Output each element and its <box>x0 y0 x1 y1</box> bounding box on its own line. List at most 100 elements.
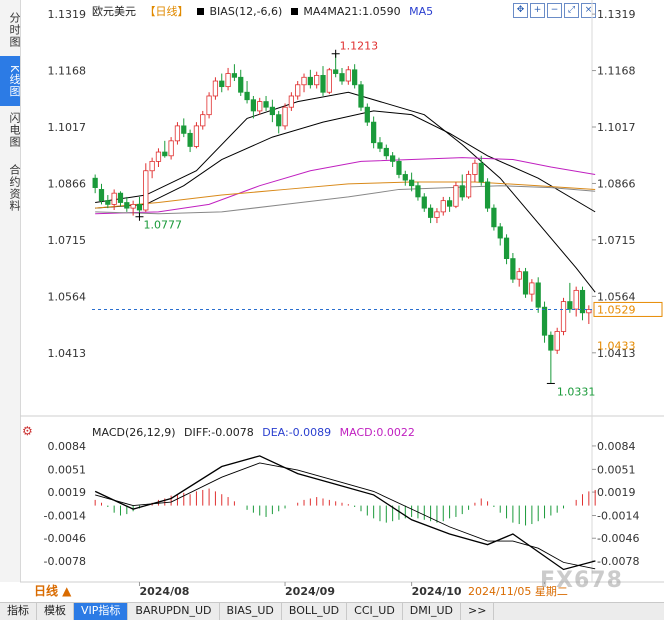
candle-body <box>440 200 446 213</box>
candle-body <box>187 132 193 147</box>
low-annotation-left: 1.0777 <box>143 219 182 232</box>
macd-dea: DEA:-0.0089 <box>262 426 332 439</box>
candle-body <box>155 151 162 162</box>
candle-body <box>105 200 111 205</box>
candle-body <box>295 84 301 97</box>
candle-body <box>402 174 408 181</box>
candle-body <box>117 192 124 203</box>
xtick-label: 2024/10 <box>412 585 462 598</box>
price-chart[interactable]: 1.1319 1.1319 1.1168 1.1168 1.1017 1.1017 1.08… <box>0 0 664 602</box>
candle-body <box>377 142 383 149</box>
candle-body <box>434 211 440 218</box>
ma-line-1 <box>95 110 596 213</box>
xtick-label: 2024/08 <box>139 585 189 598</box>
candle-body <box>333 69 339 74</box>
candle-body <box>491 207 497 228</box>
candle-body <box>383 147 389 157</box>
tab-bias[interactable]: BIAS_UD <box>220 603 282 620</box>
candle-body <box>459 185 465 198</box>
candle-body <box>390 155 396 162</box>
secondary-price-label: 1.0433 <box>597 339 636 352</box>
candle-body <box>326 69 332 93</box>
price-ytick-left: 1.1319 <box>48 8 87 21</box>
candle-body <box>219 80 225 88</box>
candle-body <box>409 179 415 187</box>
date-label-bg <box>466 584 564 598</box>
tab-timeshare[interactable]: 分时图 <box>8 12 21 48</box>
move-icon[interactable]: ✥ <box>513 3 528 18</box>
price-ytick-right: 1.0564 <box>597 290 636 303</box>
candle-body <box>193 125 200 147</box>
tab-contract-info[interactable]: 合约资料 <box>8 164 21 212</box>
candle-body <box>421 196 427 209</box>
macd-value: MACD:0.0022 <box>339 426 415 439</box>
tab-cci[interactable]: CCI_UD <box>347 603 403 620</box>
price-ytick-right: 1.1319 <box>597 8 636 21</box>
candle-body <box>529 282 535 295</box>
tab-more[interactable]: >> <box>461 603 495 620</box>
candle-body <box>162 151 168 157</box>
candle-body <box>535 282 541 308</box>
macd-diff-line <box>94 455 596 571</box>
period-label[interactable]: 【日线】 <box>144 5 189 18</box>
tab-indicators[interactable]: 指标 <box>0 603 37 620</box>
candle-body <box>263 101 269 108</box>
tab-vip-indicators[interactable]: VIP指标 <box>74 603 129 620</box>
macd-ytick-left: 0.0084 <box>48 440 87 453</box>
candle-body <box>503 237 510 259</box>
candle-body <box>288 95 294 108</box>
candle-body <box>339 73 345 82</box>
tab-kline[interactable]: K线图 <box>0 56 21 106</box>
tab-lightning[interactable]: 闪电图 <box>8 112 21 148</box>
watermark: FX678 <box>540 568 623 593</box>
candle-body <box>231 73 238 78</box>
date-label: 2024/11/05 星期二 <box>468 585 568 598</box>
candle-body <box>364 106 370 123</box>
candle-body <box>111 192 117 205</box>
current-price-box <box>593 301 663 317</box>
low-annotation-right: 1.0331 <box>557 385 596 398</box>
candle-body <box>567 301 573 310</box>
candle-body <box>130 203 136 209</box>
candle-body <box>92 177 98 188</box>
fullscreen-icon[interactable]: ⤢ <box>564 3 579 18</box>
indicator-settings-icon[interactable]: ⚙ <box>22 424 33 438</box>
zoom-in-icon[interactable]: + <box>530 3 545 18</box>
candle-body <box>352 69 358 86</box>
candle-body <box>212 80 219 97</box>
macd-ytick-right: 0.0051 <box>597 463 636 476</box>
candle-body <box>358 84 364 108</box>
macd-diff: DIFF:-0.0078 <box>184 426 254 439</box>
macd-ytick-left: 0.0019 <box>48 486 87 499</box>
color-swatch <box>197 8 204 15</box>
period-selector[interactable]: 日线 ▲ <box>34 584 72 598</box>
price-ytick-left: 1.0564 <box>48 290 87 303</box>
ma5-label: MA5 <box>409 5 434 18</box>
chart-header: 欧元美元 【日线】 BIAS(12,-6,6) MA4MA21:1.0590 M… <box>92 3 438 19</box>
candle-body <box>465 174 472 198</box>
ma-line-3 <box>95 181 596 209</box>
candle-body <box>307 76 313 86</box>
candle-body <box>554 331 560 351</box>
ma-label: MA4MA21:1.0590 <box>303 5 401 18</box>
tab-templates[interactable]: 模板 <box>37 603 74 620</box>
candle-body <box>143 170 149 211</box>
tab-barupdn[interactable]: BARUPDN_UD <box>128 603 220 620</box>
macd-dea-line <box>95 462 596 570</box>
candle-body <box>320 75 326 93</box>
macd-ytick-left: -0.0046 <box>44 532 86 545</box>
macd-ytick-left: 0.0051 <box>48 463 87 476</box>
candle-body <box>516 271 522 280</box>
macd-ytick-left: -0.0014 <box>44 510 86 523</box>
candle-body <box>371 121 377 144</box>
tab-boll[interactable]: BOLL_UD <box>282 603 348 620</box>
color-swatch-2 <box>290 8 298 15</box>
candle-body <box>478 162 484 183</box>
candle-body <box>282 106 288 127</box>
zoom-out-icon[interactable]: − <box>547 3 562 18</box>
indicator-tab-bar: 指标 模板 VIP指标 BARUPDN_UD BIAS_UD BOLL_UD C… <box>0 602 664 620</box>
candle-body <box>472 162 478 175</box>
candle-body <box>301 76 307 86</box>
candle-body <box>244 91 250 101</box>
tab-dmi[interactable]: DMI_UD <box>403 603 462 620</box>
